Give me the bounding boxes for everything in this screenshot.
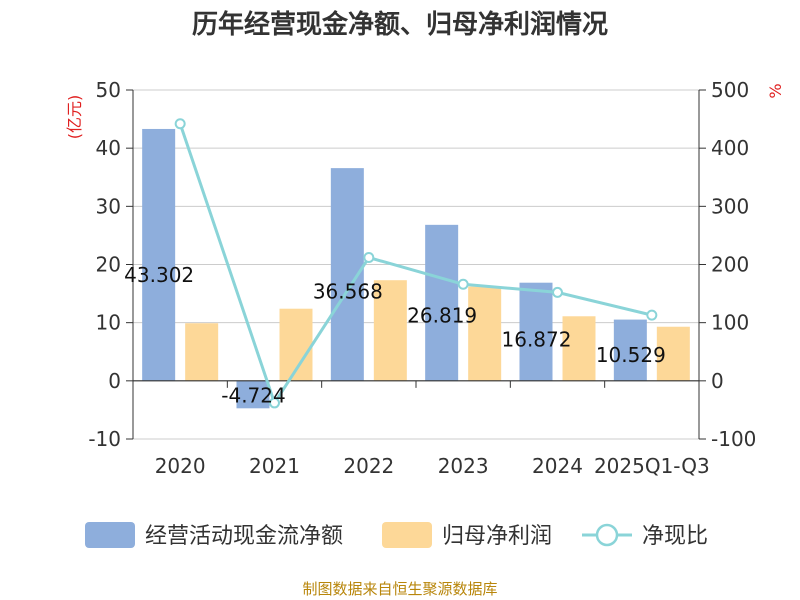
data-label-cashflow-3: 26.819 (407, 303, 477, 327)
y-axis-label-left: (亿元) (65, 95, 84, 140)
legend-label-netprofit: 归母净利润 (442, 524, 552, 549)
legend-marker-ratio (595, 523, 619, 547)
legend-swatch-netprofit (382, 522, 432, 548)
y-tick-label-right: 100 (711, 311, 749, 335)
y-tick-label-right: 400 (711, 136, 749, 160)
bar-netprofit-3 (468, 286, 502, 381)
legend-label-ratio: 净现比 (642, 524, 708, 549)
ratio-point-2 (363, 252, 375, 264)
x-tick-label: 2020 (155, 454, 206, 478)
y-tick-label-right: 0 (711, 369, 724, 393)
y-tick-label-left: 20 (96, 253, 121, 277)
x-tick-label: 2022 (343, 454, 394, 478)
bar-cashflow-3 (425, 224, 459, 381)
y-tick-label-left: 30 (96, 194, 121, 218)
y-axis-label-right: % (766, 83, 785, 98)
y-tick-label-left: 10 (96, 311, 121, 335)
data-label-cashflow-1: -4.724 (221, 383, 285, 407)
ratio-line-path (178, 123, 653, 407)
y-tick-label-right: -100 (711, 427, 756, 451)
y-tick-label-left: 50 (96, 78, 121, 102)
ratio-point-5 (646, 309, 658, 321)
data-label-cashflow-0: 43.302 (124, 263, 194, 287)
legend-swatch-cashflow (85, 522, 135, 548)
axes: -10 -100 0 0 10 100 20 200 30 300 40 400 50 500 2020 20… (88, 78, 756, 478)
y-tick-label-left: 40 (96, 136, 121, 160)
ratio-point-4 (552, 286, 563, 298)
x-tick-label: 2024 (532, 454, 583, 478)
bar-cashflow-0 (142, 128, 176, 381)
ratio-point-1 (269, 397, 280, 409)
bar-cashflow-4 (519, 282, 553, 381)
data-label-cashflow-5: 10.529 (596, 343, 666, 367)
legend-label-cashflow: 经营活动现金流净额 (145, 524, 343, 549)
y-tick-label-right: 300 (711, 194, 749, 218)
source-note: 制图数据来自恒生聚源数据库 (302, 580, 497, 598)
x-tick-label: 2025Q1-Q3 (594, 454, 710, 478)
x-tick-label: 2023 (438, 454, 489, 478)
y-tick-label-right: 200 (711, 253, 749, 277)
legend: 经营活动现金流净额 归母净利润 净现比 (85, 522, 708, 549)
ratio-point-3 (457, 278, 469, 290)
bar-cashflow-5 (613, 319, 647, 381)
data-label-cashflow-2: 36.568 (313, 279, 383, 303)
ratio-line (174, 118, 658, 409)
bars (142, 128, 690, 409)
bar-netprofit-4 (562, 316, 596, 381)
chart-title: 历年经营现金净额、归母净利润情况 (192, 9, 608, 40)
bar-cashflow-1 (236, 380, 270, 409)
bar-netprofit-0 (185, 323, 219, 381)
data-labels: 43.302 -4.724 36.568 26.819 16.872 10.529 (124, 263, 666, 407)
y-tick-label-right: 500 (711, 78, 749, 102)
bar-netprofit-2 (373, 280, 407, 381)
x-tick-label: 2021 (249, 454, 300, 478)
bar-netprofit-5 (656, 326, 690, 381)
ratio-point-0 (174, 118, 186, 130)
y-tick-label-left: -10 (88, 427, 121, 451)
data-label-cashflow-4: 16.872 (502, 328, 572, 352)
y-tick-label-left: 0 (108, 369, 121, 393)
